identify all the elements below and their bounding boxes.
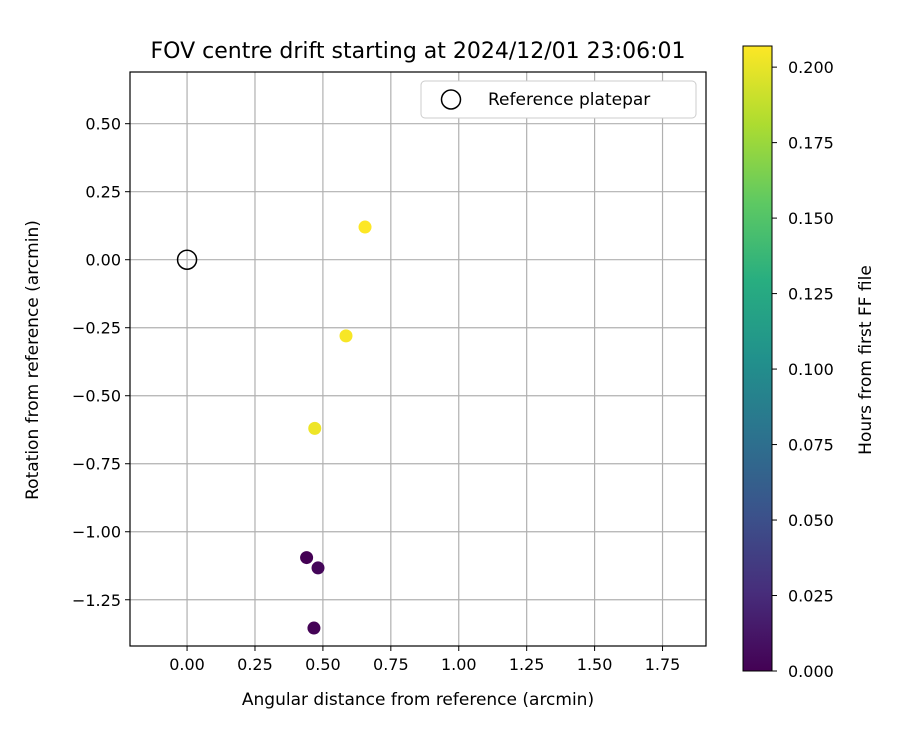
y-tick-label: −1.25 (72, 591, 121, 610)
y-tick-label: 0.50 (85, 115, 121, 134)
x-tick-label: 1.00 (441, 655, 477, 674)
y-tick-label: −0.75 (72, 455, 121, 474)
y-tick-label: 0.00 (85, 251, 121, 270)
x-tick-label: 0.50 (305, 655, 341, 674)
colorbar-gradient (742, 45, 773, 672)
x-tick-label: 1.50 (577, 655, 613, 674)
colorbar-tick-label: 0.125 (788, 285, 834, 304)
colorbar-tick-label: 0.100 (788, 360, 834, 379)
x-tick-label: 0.00 (169, 655, 205, 674)
grid-lines (130, 72, 706, 646)
drift-point (311, 561, 325, 575)
colorbar-tick-label: 0.075 (788, 436, 834, 455)
y-tick-label: 0.25 (85, 183, 121, 202)
axes: 0.00 0.25 0.50 0.75 1.00 1.25 1.50 1.75 0.50 0.25… (72, 71, 707, 674)
x-tick-label: 1.75 (645, 655, 681, 674)
legend-marker-icon (440, 89, 462, 110)
colorbar: 0.000 0.025 0.050 0.075 0.100 0.125 0.150 0.175… (742, 45, 876, 681)
plot-frame (129, 71, 707, 647)
y-tick-label: −0.25 (72, 319, 121, 338)
reference-platepar-marker (176, 249, 198, 270)
drift-point (307, 621, 321, 635)
chart-title: FOV centre drift starting at 2024/12/01 … (151, 39, 686, 64)
colorbar-tick-label: 0.025 (788, 587, 834, 606)
colorbar-tick-label: 0.000 (788, 662, 834, 681)
colorbar-tick-label: 0.050 (788, 511, 834, 530)
colorbar-ticks: 0.000 0.025 0.050 0.075 0.100 0.125 0.150 0.175… (772, 58, 834, 681)
x-tick-label: 1.25 (509, 655, 545, 674)
y-tick-label: −0.50 (72, 387, 121, 406)
legend: Reference platepar (420, 80, 697, 119)
drift-point (308, 421, 322, 435)
colorbar-tick-label: 0.200 (788, 58, 834, 77)
colorbar-tick-label: 0.175 (788, 134, 834, 153)
legend-box (420, 80, 697, 119)
drift-point (358, 220, 372, 234)
x-tick-label: 0.25 (237, 655, 273, 674)
x-axis-label: Angular distance from reference (arcmin) (242, 690, 594, 710)
drift-point (300, 551, 314, 565)
x-tick-label: 0.75 (373, 655, 409, 674)
colorbar-label: Hours from first FF file (856, 265, 876, 455)
colorbar-tick-label: 0.150 (788, 209, 834, 228)
y-tick-label: −1.00 (72, 523, 121, 542)
y-axis-label: Rotation from reference (arcmin) (23, 220, 43, 500)
data-points (176, 220, 372, 635)
legend-label-reference-platepar: Reference platepar (488, 90, 650, 110)
drift-point (339, 329, 353, 343)
